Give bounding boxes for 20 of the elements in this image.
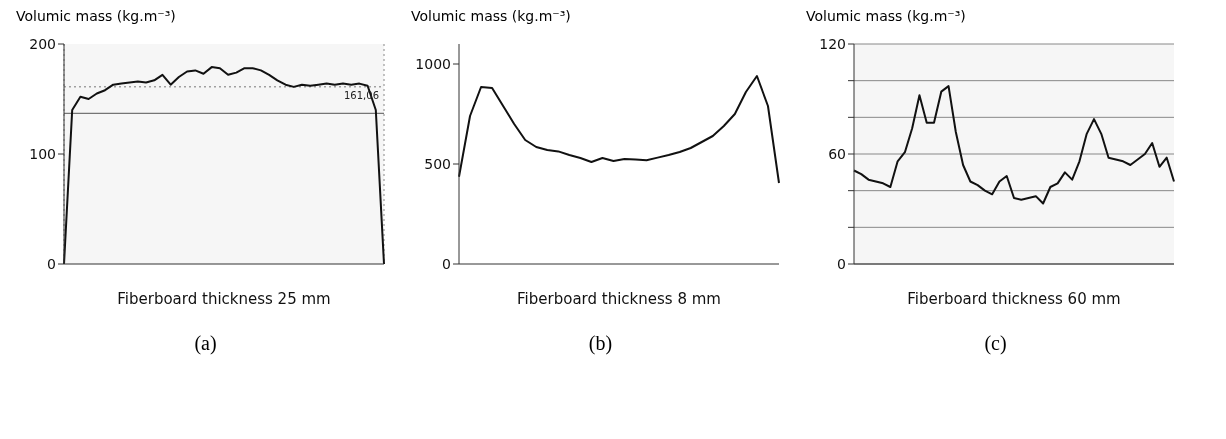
y-tick-label: 0: [837, 255, 846, 272]
x-axis-title: Fiberboard thickness 25 mm: [117, 290, 331, 308]
y-tick-label: 100: [29, 145, 56, 162]
y-axis-title: Volumic mass (kg.m⁻³): [410, 8, 572, 26]
y-tick-label: 60: [828, 145, 846, 162]
y-tick-label: 200: [29, 35, 56, 52]
text: (c): [983, 332, 1008, 355]
y-axis-title: Volumic mass (kg.m⁻³): [805, 8, 967, 26]
x-axis-title: Fiberboard thickness 60 mm: [907, 290, 1121, 308]
text: (a): [193, 332, 218, 355]
line-series: [853, 85, 1175, 205]
y-tick-label: 1000: [415, 55, 451, 72]
line-series: [458, 75, 780, 184]
y-axis-title: Volumic mass (kg.m⁻³): [15, 8, 177, 26]
y-tick-label: 500: [424, 155, 451, 172]
text: (b): [587, 332, 614, 355]
y-tick-label: 0: [47, 255, 56, 272]
y-tick-label: 120: [819, 35, 846, 52]
x-axis-title: Fiberboard thickness 8 mm: [517, 290, 721, 308]
y-tick-label: 0: [442, 255, 451, 272]
